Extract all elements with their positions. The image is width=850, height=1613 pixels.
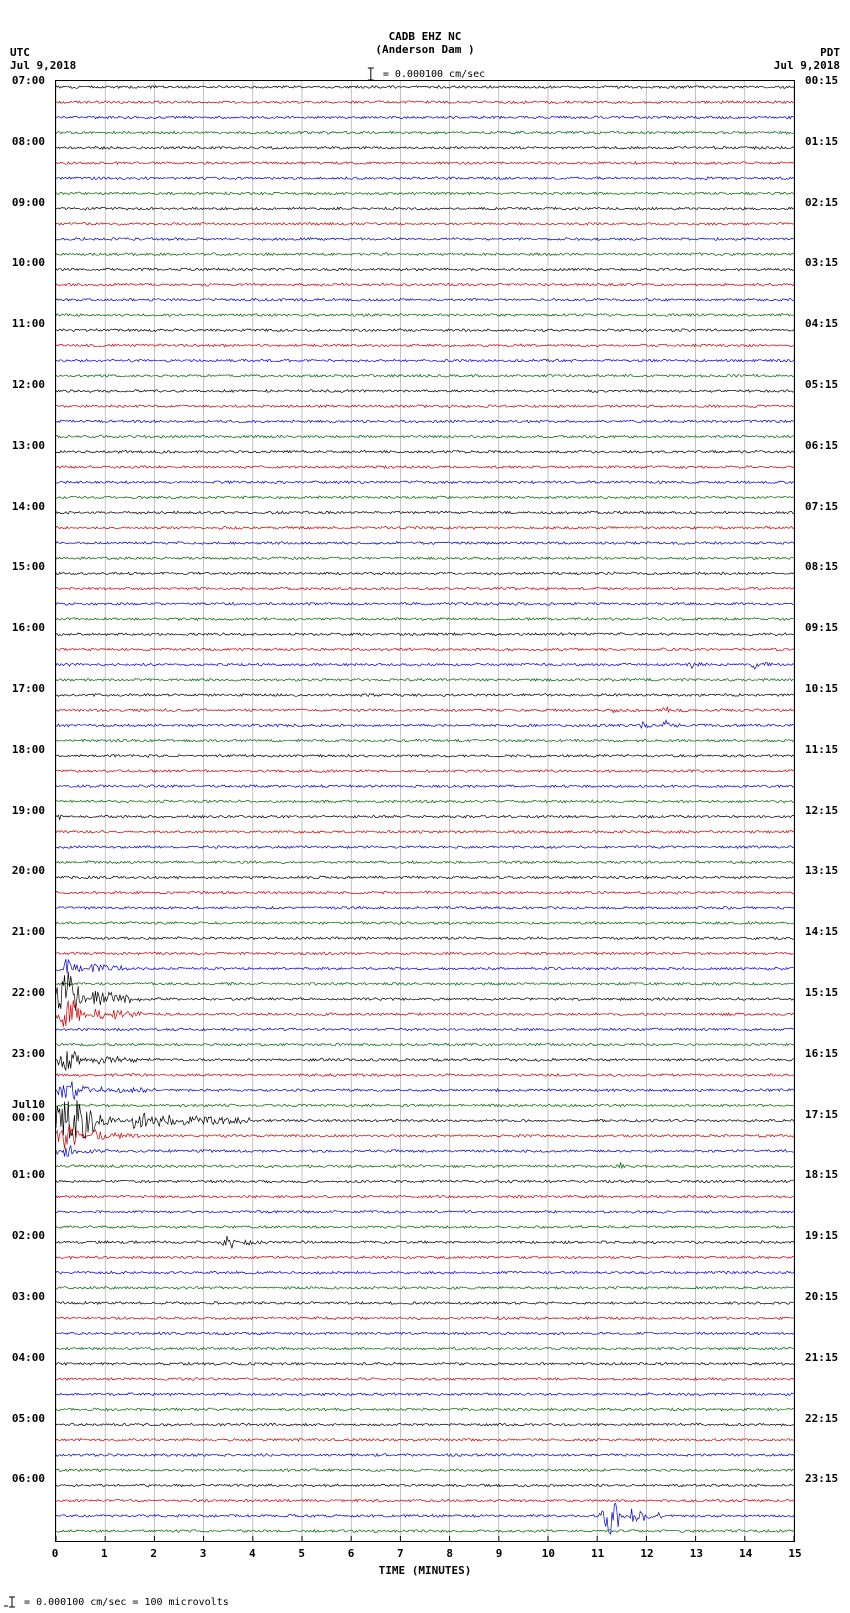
right-time-label: 10:15 (805, 682, 838, 695)
right-time-label: 22:15 (805, 1412, 838, 1425)
right-time-label: 03:15 (805, 256, 838, 269)
station-code: CADB EHZ NC (375, 30, 474, 43)
left-time-label: 20:00 (0, 864, 45, 877)
left-time-label: 11:00 (0, 317, 45, 330)
left-time-label: Jul10 00:00 (0, 1098, 45, 1124)
left-time-label: 18:00 (0, 743, 45, 756)
left-time-label: 23:00 (0, 1047, 45, 1060)
seismogram-plot (55, 80, 795, 1542)
left-time-label: 16:00 (0, 621, 45, 634)
left-time-label: 10:00 (0, 256, 45, 269)
left-time-label: 09:00 (0, 196, 45, 209)
right-time-label: 21:15 (805, 1351, 838, 1364)
right-time-label: 20:15 (805, 1290, 838, 1303)
x-tick-label: 10 (542, 1547, 555, 1560)
right-time-label: 17:15 (805, 1108, 838, 1121)
left-time-label: 13:00 (0, 439, 45, 452)
right-time-label: 15:15 (805, 986, 838, 999)
left-timezone: UTC (10, 46, 76, 59)
left-time-labels: 07:0008:0009:0010:0011:0012:0013:0014:00… (0, 80, 50, 1540)
right-time-label: 05:15 (805, 378, 838, 391)
x-tick-label: 0 (52, 1547, 59, 1560)
header-right: PDT Jul 9,2018 (774, 46, 840, 72)
left-time-label: 01:00 (0, 1168, 45, 1181)
right-time-label: 18:15 (805, 1168, 838, 1181)
scale-text: = 0.000100 cm/sec (383, 69, 485, 80)
right-time-label: 07:15 (805, 500, 838, 513)
x-tick-label: 9 (496, 1547, 503, 1560)
x-tick-label: 13 (690, 1547, 703, 1560)
right-time-label: 14:15 (805, 925, 838, 938)
x-tick-label: 4 (249, 1547, 256, 1560)
right-time-label: 08:15 (805, 560, 838, 573)
left-time-label: 08:00 (0, 135, 45, 148)
left-time-label: 07:00 (0, 74, 45, 87)
x-tick-label: 5 (298, 1547, 305, 1560)
footer-scale-bar-icon (4, 1596, 18, 1608)
left-time-label: 05:00 (0, 1412, 45, 1425)
x-axis: TIME (MINUTES) 0123456789101112131415 (55, 1542, 795, 1582)
footer: = 0.000100 cm/sec = 100 microvolts (0, 1582, 850, 1608)
left-time-label: 12:00 (0, 378, 45, 391)
right-time-label: 16:15 (805, 1047, 838, 1060)
x-tick-label: 6 (348, 1547, 355, 1560)
right-time-label: 19:15 (805, 1229, 838, 1242)
right-time-label: 04:15 (805, 317, 838, 330)
x-tick-label: 7 (397, 1547, 404, 1560)
header-left: UTC Jul 9,2018 (10, 46, 76, 72)
left-time-label: 21:00 (0, 925, 45, 938)
header-center: CADB EHZ NC (Anderson Dam ) (375, 30, 474, 56)
right-time-label: 23:15 (805, 1472, 838, 1485)
left-time-label: 17:00 (0, 682, 45, 695)
x-tick-label: 11 (591, 1547, 604, 1560)
left-time-label: 14:00 (0, 500, 45, 513)
right-time-label: 13:15 (805, 864, 838, 877)
x-tick-label: 2 (150, 1547, 157, 1560)
footer-text: = 0.000100 cm/sec = 100 microvolts (24, 1597, 229, 1608)
x-tick-label: 12 (640, 1547, 653, 1560)
left-time-label: 03:00 (0, 1290, 45, 1303)
right-date: Jul 9,2018 (774, 59, 840, 72)
x-tick-label: 15 (788, 1547, 801, 1560)
right-time-label: 12:15 (805, 804, 838, 817)
left-time-label: 19:00 (0, 804, 45, 817)
right-time-label: 01:15 (805, 135, 838, 148)
station-name: (Anderson Dam ) (375, 43, 474, 56)
right-time-label: 11:15 (805, 743, 838, 756)
right-time-label: 09:15 (805, 621, 838, 634)
left-date: Jul 9,2018 (10, 59, 76, 72)
x-axis-title: TIME (MINUTES) (379, 1564, 472, 1577)
left-time-label: 04:00 (0, 1351, 45, 1364)
left-time-label: 22:00 (0, 986, 45, 999)
right-time-labels: 00:1501:1502:1503:1504:1505:1506:1507:15… (800, 80, 850, 1540)
right-time-label: 06:15 (805, 439, 838, 452)
left-time-label: 06:00 (0, 1472, 45, 1485)
right-time-label: 02:15 (805, 196, 838, 209)
header: UTC Jul 9,2018 CADB EHZ NC (Anderson Dam… (0, 0, 850, 80)
x-tick-label: 1 (101, 1547, 108, 1560)
x-tick-label: 3 (200, 1547, 207, 1560)
x-tick-label: 14 (739, 1547, 752, 1560)
seismogram-svg (56, 81, 794, 1541)
left-time-label: 02:00 (0, 1229, 45, 1242)
right-time-label: 00:15 (805, 74, 838, 87)
x-tick-label: 8 (446, 1547, 453, 1560)
right-timezone: PDT (774, 46, 840, 59)
left-time-label: 15:00 (0, 560, 45, 573)
